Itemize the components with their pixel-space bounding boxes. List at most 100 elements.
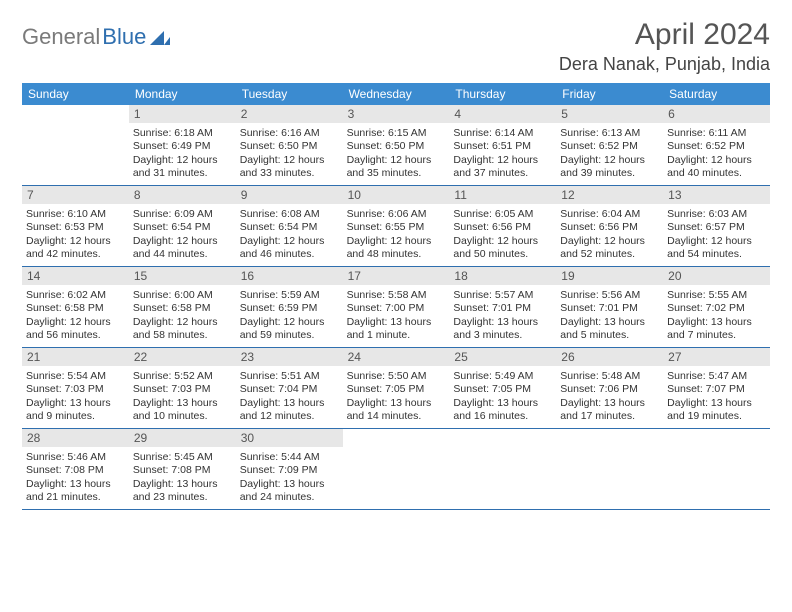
weekday-header: Wednesday	[343, 83, 450, 105]
day-cell	[556, 429, 663, 509]
sun-line: Sunset: 6:58 PM	[133, 302, 232, 315]
title-block: April 2024 Dera Nanak, Punjab, India	[559, 18, 770, 75]
sun-line: Sunrise: 6:04 AM	[560, 208, 659, 221]
day-number: 13	[663, 186, 770, 204]
day-detail: Sunrise: 6:08 AMSunset: 6:54 PMDaylight:…	[236, 206, 343, 266]
weekday-header: Friday	[556, 83, 663, 105]
day-cell: 18 Sunrise: 5:57 AMSunset: 7:01 PMDayligh…	[449, 267, 556, 347]
day-cell: 27Sunrise: 5:47 AMSunset: 7:07 PMDayligh…	[663, 348, 770, 428]
sun-line: and 44 minutes.	[133, 248, 232, 261]
sun-line: Sunrise: 6:05 AM	[453, 208, 552, 221]
day-cell	[343, 429, 450, 509]
sun-line: and 16 minutes.	[453, 410, 552, 423]
sun-line: and 1 minute.	[347, 329, 446, 342]
sun-line: Sunrise: 6:00 AM	[133, 289, 232, 302]
sun-line: Sunrise: 5:45 AM	[133, 451, 232, 464]
sun-line: and 59 minutes.	[240, 329, 339, 342]
sun-line: Sunset: 7:03 PM	[133, 383, 232, 396]
sun-line: Sunset: 7:06 PM	[560, 383, 659, 396]
sun-line: Daylight: 13 hours	[560, 316, 659, 329]
day-number: 4	[449, 105, 556, 123]
sun-line: Sunrise: 5:52 AM	[133, 370, 232, 383]
day-cell: 5Sunrise: 6:13 AMSunset: 6:52 PMDaylight…	[556, 105, 663, 185]
sun-line: Sunrise: 5:48 AM	[560, 370, 659, 383]
day-detail: Sunrise: 5:48 AMSunset: 7:06 PMDaylight:…	[556, 368, 663, 428]
day-detail: Sunrise: 5:58 AMSunset: 7:00 PMDaylight:…	[343, 287, 450, 347]
sun-line: Sunset: 6:56 PM	[560, 221, 659, 234]
day-detail: Sunrise: 6:02 AMSunset: 6:58 PMDaylight:…	[22, 287, 129, 347]
sun-line: Sunrise: 6:10 AM	[26, 208, 125, 221]
logo-text-blue: Blue	[102, 24, 146, 50]
sun-line: Daylight: 12 hours	[240, 235, 339, 248]
sun-line: Daylight: 13 hours	[26, 397, 125, 410]
sun-line: Daylight: 12 hours	[560, 154, 659, 167]
day-number: 18	[449, 267, 556, 285]
sun-line: and 23 minutes.	[133, 491, 232, 504]
sun-line: Sunset: 7:00 PM	[347, 302, 446, 315]
sun-line: Sunrise: 6:06 AM	[347, 208, 446, 221]
day-detail: Sunrise: 5:57 AMSunset: 7:01 PMDaylight:…	[449, 287, 556, 347]
sun-line: Sunset: 6:54 PM	[240, 221, 339, 234]
day-cell: 28Sunrise: 5:46 AMSunset: 7:08 PMDayligh…	[22, 429, 129, 509]
sun-line: and 35 minutes.	[347, 167, 446, 180]
day-number: 17	[343, 267, 450, 285]
sun-line: Daylight: 12 hours	[453, 235, 552, 248]
sun-line: Sunrise: 5:47 AM	[667, 370, 766, 383]
sun-line: and 17 minutes.	[560, 410, 659, 423]
sun-line: Daylight: 13 hours	[240, 397, 339, 410]
weekday-header: Thursday	[449, 83, 556, 105]
day-cell: 9 Sunrise: 6:08 AMSunset: 6:54 PMDaylight…	[236, 186, 343, 266]
sun-line: and 33 minutes.	[240, 167, 339, 180]
calendar-page: General Blue April 2024 Dera Nanak, Punj…	[0, 0, 792, 528]
sun-line: Sunrise: 5:55 AM	[667, 289, 766, 302]
day-cell: 11Sunrise: 6:05 AMSunset: 6:56 PMDayligh…	[449, 186, 556, 266]
sun-line: Sunset: 6:50 PM	[240, 140, 339, 153]
day-detail: Sunrise: 6:11 AMSunset: 6:52 PMDaylight:…	[663, 125, 770, 185]
day-cell: 22Sunrise: 5:52 AMSunset: 7:03 PMDayligh…	[129, 348, 236, 428]
sun-line: and 54 minutes.	[667, 248, 766, 261]
day-number: 6	[663, 105, 770, 123]
sun-line: Sunset: 7:09 PM	[240, 464, 339, 477]
day-cell: 17 Sunrise: 5:58 AMSunset: 7:00 PMDayligh…	[343, 267, 450, 347]
sun-line: and 21 minutes.	[26, 491, 125, 504]
day-cell: 24Sunrise: 5:50 AMSunset: 7:05 PMDayligh…	[343, 348, 450, 428]
sun-line: Sunrise: 5:56 AM	[560, 289, 659, 302]
sun-line: Sunrise: 5:49 AM	[453, 370, 552, 383]
day-cell: 21Sunrise: 5:54 AMSunset: 7:03 PMDayligh…	[22, 348, 129, 428]
day-number: 8	[129, 186, 236, 204]
sun-line: Sunset: 6:52 PM	[560, 140, 659, 153]
day-number: 7	[22, 186, 129, 204]
day-number: 16	[236, 267, 343, 285]
sun-line: and 10 minutes.	[133, 410, 232, 423]
day-number: 29	[129, 429, 236, 447]
day-detail: Sunrise: 5:50 AMSunset: 7:05 PMDaylight:…	[343, 368, 450, 428]
calendar-grid: Sunday Monday Tuesday Wednesday Thursday…	[22, 83, 770, 510]
sun-line: Sunset: 6:53 PM	[26, 221, 125, 234]
sun-line: Sunrise: 6:08 AM	[240, 208, 339, 221]
day-number: 1	[129, 105, 236, 123]
sun-line: and 19 minutes.	[667, 410, 766, 423]
logo-mark-icon	[150, 29, 170, 45]
sun-line: and 14 minutes.	[347, 410, 446, 423]
sun-line: Daylight: 13 hours	[453, 316, 552, 329]
sun-line: Daylight: 13 hours	[133, 397, 232, 410]
location-label: Dera Nanak, Punjab, India	[559, 54, 770, 75]
sun-line: Daylight: 13 hours	[560, 397, 659, 410]
logo: General Blue	[22, 18, 170, 50]
sun-line: Sunrise: 6:13 AM	[560, 127, 659, 140]
day-number: 12	[556, 186, 663, 204]
day-cell: 19Sunrise: 5:56 AMSunset: 7:01 PMDayligh…	[556, 267, 663, 347]
day-cell: 23Sunrise: 5:51 AMSunset: 7:04 PMDayligh…	[236, 348, 343, 428]
sun-line: Daylight: 12 hours	[133, 154, 232, 167]
day-detail: Sunrise: 5:51 AMSunset: 7:04 PMDaylight:…	[236, 368, 343, 428]
day-number: 9	[236, 186, 343, 204]
sun-line: Daylight: 13 hours	[667, 397, 766, 410]
sun-line: Sunrise: 6:09 AM	[133, 208, 232, 221]
month-title: April 2024	[559, 18, 770, 52]
sun-line: Daylight: 13 hours	[453, 397, 552, 410]
day-detail: Sunrise: 5:55 AMSunset: 7:02 PMDaylight:…	[663, 287, 770, 347]
sun-line: Daylight: 13 hours	[667, 316, 766, 329]
day-cell: 26Sunrise: 5:48 AMSunset: 7:06 PMDayligh…	[556, 348, 663, 428]
sun-line: Sunrise: 6:02 AM	[26, 289, 125, 302]
day-cell: 4Sunrise: 6:14 AMSunset: 6:51 PMDaylight…	[449, 105, 556, 185]
